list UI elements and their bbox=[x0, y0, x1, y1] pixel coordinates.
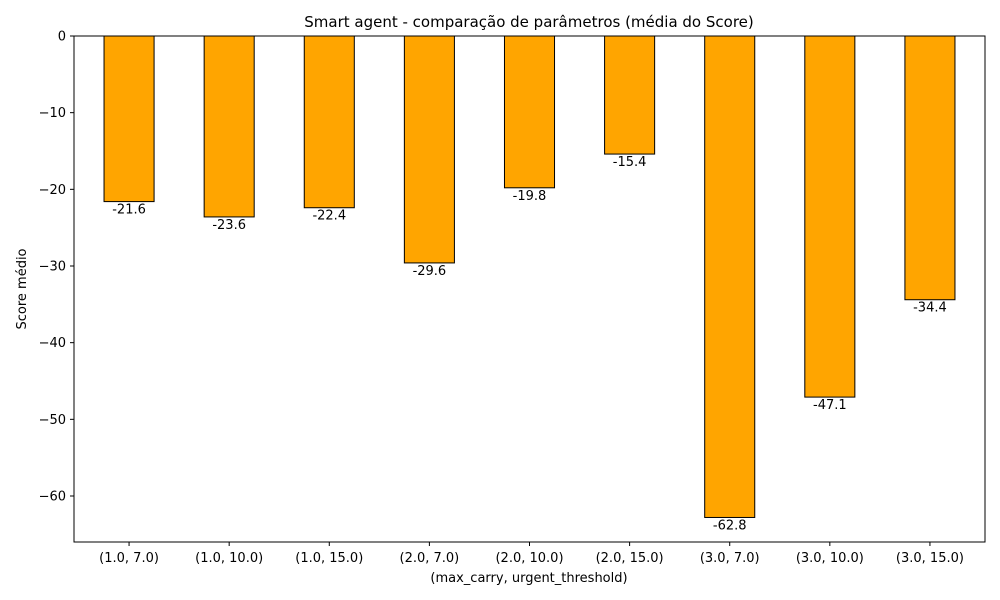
y-axis-label: Score médio bbox=[15, 248, 30, 329]
plot-area: 0 −10 −20 −30 −40 −50 −60 -21.6 (1.0, 7.0) -23.6 (… bbox=[39, 30, 964, 567]
bar bbox=[904, 35, 956, 301]
bar bbox=[403, 35, 455, 264]
bar bbox=[804, 35, 856, 398]
bar bbox=[303, 35, 355, 209]
y-tick-label: −20 bbox=[39, 183, 66, 198]
bar bbox=[103, 35, 155, 203]
data-label: -15.4 bbox=[613, 155, 647, 170]
data-label: -22.4 bbox=[312, 209, 346, 224]
y-tick-label: −60 bbox=[39, 490, 66, 505]
data-label: -29.6 bbox=[413, 264, 447, 279]
x-tick-label: (2.0, 7.0) bbox=[400, 551, 460, 566]
data-label: -19.8 bbox=[513, 189, 547, 204]
x-tick-label: (1.0, 15.0) bbox=[295, 551, 363, 566]
y-tick-label: −10 bbox=[39, 106, 66, 121]
x-tick-label: (3.0, 10.0) bbox=[796, 551, 864, 566]
plot-frame bbox=[73, 35, 986, 543]
bar bbox=[203, 35, 255, 218]
y-tick-label: −30 bbox=[39, 260, 66, 275]
data-label: -62.8 bbox=[713, 518, 747, 533]
x-tick-label: (3.0, 7.0) bbox=[700, 551, 760, 566]
data-label: -21.6 bbox=[112, 203, 146, 218]
x-tick-label: (2.0, 15.0) bbox=[596, 551, 664, 566]
x-tick-label: (3.0, 15.0) bbox=[896, 551, 964, 566]
data-label: -47.1 bbox=[813, 398, 847, 413]
y-tick-label: −50 bbox=[39, 413, 66, 428]
data-label: -23.6 bbox=[212, 218, 246, 233]
bar bbox=[704, 35, 756, 518]
y-tick-label: −40 bbox=[39, 336, 66, 351]
x-tick-label: (1.0, 10.0) bbox=[195, 551, 263, 566]
x-tick-label: (2.0, 10.0) bbox=[495, 551, 563, 566]
chart-title: Smart agent - comparação de parâmetros (… bbox=[304, 13, 754, 31]
x-axis-label: (max_carry, urgent_threshold) bbox=[430, 571, 627, 586]
x-tick-label: (1.0, 7.0) bbox=[99, 551, 159, 566]
bar bbox=[604, 35, 656, 155]
data-label: -34.4 bbox=[913, 301, 947, 316]
y-tick-label: 0 bbox=[58, 30, 66, 45]
bar bbox=[503, 35, 556, 189]
